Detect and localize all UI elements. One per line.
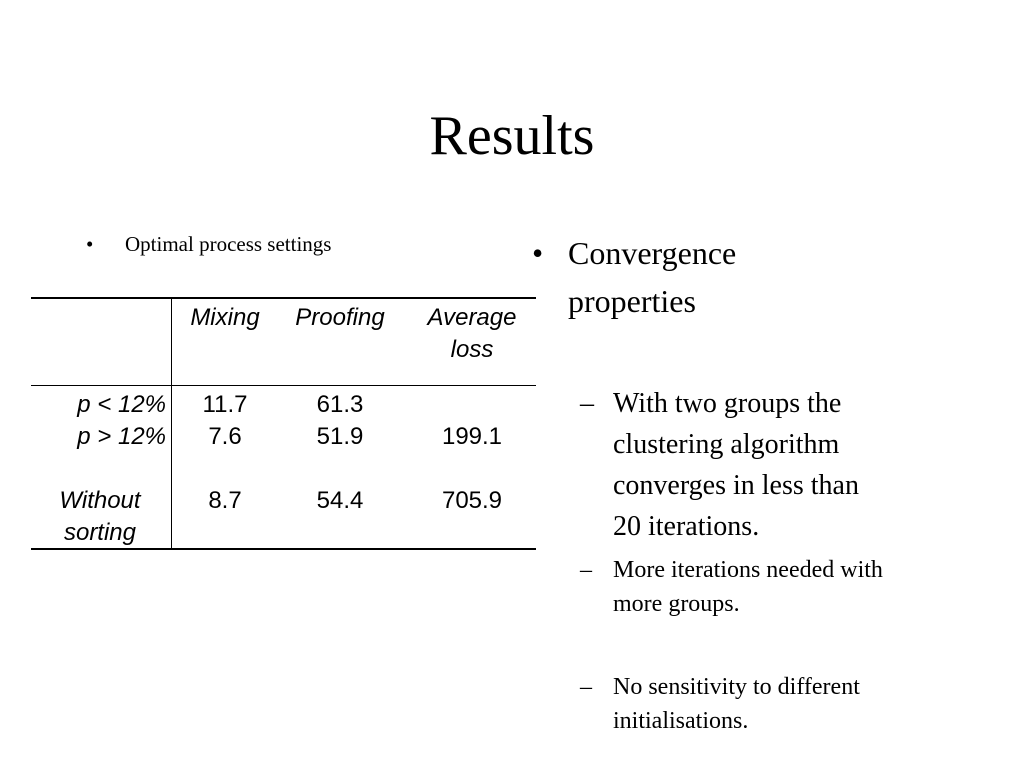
sub1-line1: With two groups the (613, 388, 842, 419)
header-proofing: Proofing (295, 304, 385, 331)
convergence-line1: Convergence (568, 235, 737, 271)
sub1-line3: converges in less than (613, 470, 859, 501)
cell-average: 199.1 (441, 423, 503, 450)
sub1-line4: 20 iterations. (613, 511, 760, 542)
cell-proofing: 61.3 (316, 391, 364, 418)
sub3-line1: No sensitivity to different (613, 674, 860, 700)
left-bullet-text: Optimal process settings (125, 232, 332, 256)
table-header-rule (31, 385, 536, 386)
row-label-line1: Without (59, 487, 141, 514)
cell-mixing: 11.7 (202, 391, 248, 418)
header-mixing: Mixing (190, 304, 260, 331)
table-bottom-rule (31, 548, 536, 550)
header-average-line2: loss (450, 336, 494, 363)
dash-icon: – (580, 557, 592, 583)
cell-mixing: 8.7 (208, 487, 242, 514)
dash-icon: – (580, 388, 594, 419)
cell-proofing: 51.9 (316, 423, 364, 450)
table-top-rule (31, 297, 536, 299)
slide-title: Results (429, 105, 595, 167)
cell-average: 705.9 (441, 487, 503, 514)
sub3-line2: initialisations. (613, 708, 749, 734)
sub2-line1: More iterations needed with (613, 557, 883, 583)
row-label: p < 12% (77, 391, 166, 418)
table-vertical-rule (171, 299, 172, 548)
cell-proofing: 54.4 (316, 487, 364, 514)
dash-icon: – (580, 674, 592, 700)
cell-mixing: 7.6 (208, 423, 242, 450)
header-average-line1: Average (427, 304, 517, 331)
row-label: p > 12% (77, 423, 166, 450)
convergence-line2: properties (568, 283, 696, 319)
bullet-icon: • (532, 235, 544, 271)
sub2-line2: more groups. (613, 591, 740, 617)
row-label-line2: sorting (63, 519, 137, 546)
bullet-icon: • (86, 232, 94, 256)
sub1-line2: clustering algorithm (613, 429, 840, 460)
